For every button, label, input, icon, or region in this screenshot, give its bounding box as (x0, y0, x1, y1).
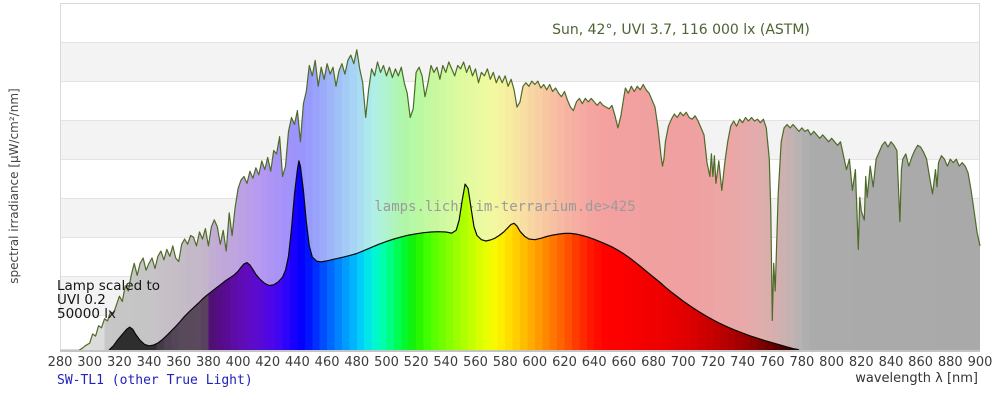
x-tick-label: 440 (285, 355, 310, 370)
x-tick-label: 560 (463, 355, 488, 370)
lamp-scaling-annotation: Lamp scaled to UVI 0.2 50000 lx (57, 279, 160, 321)
x-tick-label: 640 (582, 355, 607, 370)
x-tick-label: 520 (404, 355, 429, 370)
x-tick-label: 720 (700, 355, 725, 370)
x-tick-label: 780 (789, 355, 814, 370)
x-tick-label: 580 (493, 355, 518, 370)
x-tick-label: 860 (908, 355, 933, 370)
sun-spectrum-line (79, 49, 981, 351)
x-axis-label: wavelength λ [nm] (855, 371, 978, 386)
x-tick-label: 600 (522, 355, 547, 370)
x-tick-label: 880 (938, 355, 963, 370)
x-tick-label: 300 (77, 355, 102, 370)
x-tick-label: 840 (879, 355, 904, 370)
x-tick-label: 900 (968, 355, 993, 370)
x-tick-label: 460 (315, 355, 340, 370)
plot-background-band (60, 3, 980, 42)
annotation-line-3: 50000 lx (57, 306, 116, 322)
x-tick-label: 740 (730, 355, 755, 370)
lamp-spectrum-layer (108, 160, 800, 351)
lamp-name-label: SW-TL1 (other True Light) (57, 373, 253, 388)
x-tick-label: 400 (226, 355, 251, 370)
y-axis-label: spectral irradiance [µW/cm²/nm] (7, 88, 21, 284)
x-tick-label: 660 (611, 355, 636, 370)
x-tick-label: 760 (760, 355, 785, 370)
annotation-line-1: Lamp scaled to (57, 278, 161, 294)
x-tick-label: 700 (671, 355, 696, 370)
x-tick-label: 620 (552, 355, 577, 370)
x-tick-label: 320 (107, 355, 132, 370)
x-tick-label: 360 (166, 355, 191, 370)
x-tick-label: 800 (819, 355, 844, 370)
annotation-line-2: UVI 0.2 (57, 292, 106, 308)
x-tick-label: 380 (196, 355, 221, 370)
x-tick-label: 340 (137, 355, 162, 370)
lamp-spectrum-line (108, 160, 800, 351)
x-tick-label: 480 (344, 355, 369, 370)
x-tick-label: 280 (48, 355, 73, 370)
x-axis: 280 300 320 340 360 380 400 420 440 460 480 500 520 5… (48, 350, 993, 370)
x-tick-label: 500 (374, 355, 399, 370)
x-tick-label: 820 (849, 355, 874, 370)
plot-background-band (60, 42, 980, 81)
x-tick-label: 420 (255, 355, 280, 370)
chart-title: Sun, 42°, UVI 3.7, 116 000 lx (ASTM) (552, 22, 810, 38)
x-tick-label: 540 (433, 355, 458, 370)
watermark: lamps.licht-im-terrarium.de>425 (374, 199, 635, 215)
lamp-spectrum-area (109, 160, 799, 350)
x-tick-label: 680 (641, 355, 666, 370)
